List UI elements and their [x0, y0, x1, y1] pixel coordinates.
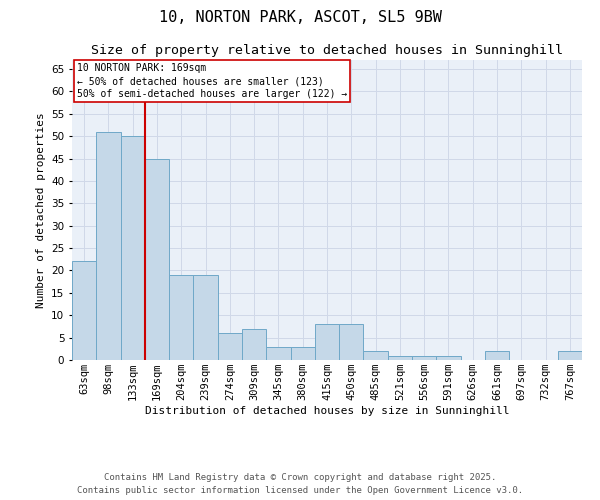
Y-axis label: Number of detached properties: Number of detached properties	[35, 112, 46, 308]
Bar	[193, 275, 218, 360]
Bar	[121, 136, 145, 360]
Bar	[242, 328, 266, 360]
Bar	[485, 351, 509, 360]
Bar	[290, 346, 315, 360]
Bar	[145, 158, 169, 360]
X-axis label: Distribution of detached houses by size in Sunninghill: Distribution of detached houses by size …	[145, 406, 509, 416]
Bar	[558, 351, 582, 360]
Bar	[436, 356, 461, 360]
Text: Contains HM Land Registry data © Crown copyright and database right 2025.
Contai: Contains HM Land Registry data © Crown c…	[77, 474, 523, 495]
Text: 10 NORTON PARK: 169sqm
← 50% of detached houses are smaller (123)
50% of semi-de: 10 NORTON PARK: 169sqm ← 50% of detached…	[77, 63, 347, 100]
Bar	[364, 351, 388, 360]
Bar	[96, 132, 121, 360]
Text: 10, NORTON PARK, ASCOT, SL5 9BW: 10, NORTON PARK, ASCOT, SL5 9BW	[158, 10, 442, 25]
Bar	[72, 262, 96, 360]
Bar	[388, 356, 412, 360]
Bar	[412, 356, 436, 360]
Title: Size of property relative to detached houses in Sunninghill: Size of property relative to detached ho…	[91, 44, 563, 58]
Bar	[218, 333, 242, 360]
Bar	[169, 275, 193, 360]
Bar	[266, 346, 290, 360]
Bar	[315, 324, 339, 360]
Bar	[339, 324, 364, 360]
